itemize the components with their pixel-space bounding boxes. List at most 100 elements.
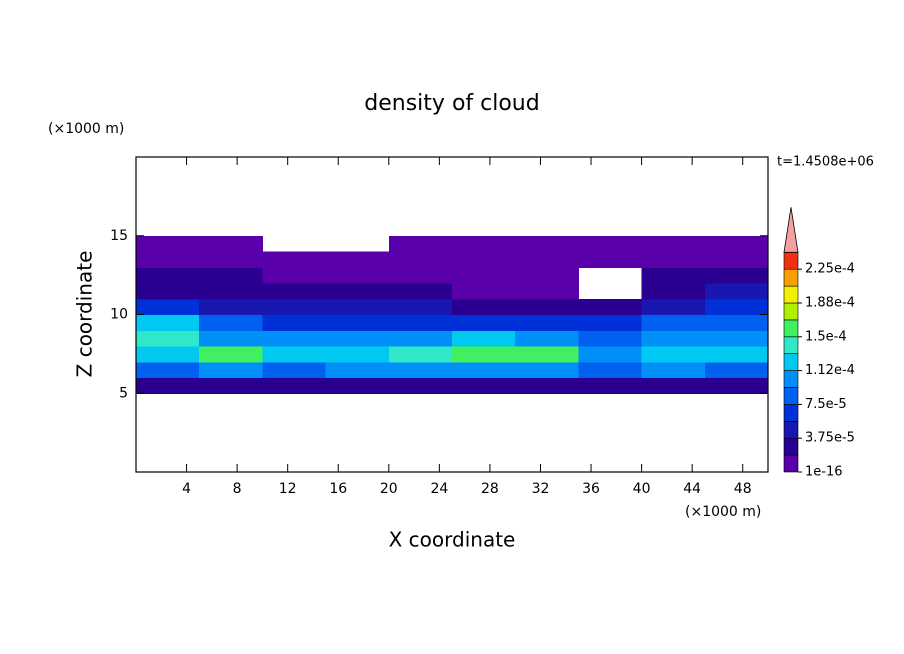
contour-cell xyxy=(262,330,327,347)
contour-cell xyxy=(136,346,200,363)
colorbar-label: 1e-16 xyxy=(805,465,843,480)
contour-cell xyxy=(325,361,390,378)
contour-cell xyxy=(578,330,643,347)
contour-cell xyxy=(704,361,769,378)
contour-cell xyxy=(388,251,453,268)
contour-cell xyxy=(325,251,390,268)
contour-cell xyxy=(515,267,579,284)
x-tick-label: 12 xyxy=(279,481,297,497)
contour-cell xyxy=(515,346,579,363)
colorbar-label: 1.12e-4 xyxy=(805,363,855,378)
contour-cell xyxy=(578,251,643,268)
contour-cell xyxy=(388,330,453,347)
contour-cell xyxy=(199,251,263,268)
contour-cell xyxy=(325,267,390,284)
contour-cell xyxy=(578,314,643,331)
contour-cell xyxy=(641,314,706,331)
annotation: t=1.4508e+06 xyxy=(777,155,874,170)
contour-cell xyxy=(388,298,453,315)
colorbar-band xyxy=(783,370,799,388)
x-tick-label: 40 xyxy=(633,481,651,497)
contour-cell xyxy=(136,283,200,300)
x-tick-label: 20 xyxy=(380,481,398,497)
colorbar-band xyxy=(783,437,799,456)
contour-cell xyxy=(199,330,263,347)
contour-cell xyxy=(515,283,579,300)
contour-cell xyxy=(578,361,643,378)
contour-cell xyxy=(325,330,390,347)
contour-cell xyxy=(704,251,769,268)
y-axis-label: Z coordinate xyxy=(73,251,97,378)
x-tick-label: 32 xyxy=(532,481,550,497)
contour-cell xyxy=(515,330,579,347)
colorbar-band xyxy=(783,454,799,473)
contour-cell xyxy=(262,377,327,394)
colorbar-band xyxy=(783,268,799,287)
contour-cell xyxy=(388,267,453,284)
field xyxy=(136,235,769,394)
contour-cell xyxy=(262,251,327,268)
colorbar-label: 1.5e-4 xyxy=(805,329,847,344)
colorbar-band xyxy=(783,420,799,439)
contour-cell xyxy=(199,298,263,315)
colorbar-band xyxy=(783,285,799,304)
x-tick-label: 44 xyxy=(683,481,701,497)
contour-cell xyxy=(136,361,200,378)
contour-cell xyxy=(515,314,579,331)
colorbar-label: 1.88e-4 xyxy=(805,296,855,311)
y-tick-label: 15 xyxy=(110,228,128,244)
contour-cell xyxy=(704,314,769,331)
contour-cell xyxy=(325,298,390,315)
colorbar-band xyxy=(783,336,799,354)
contour-cell xyxy=(199,314,263,331)
contour-cell xyxy=(452,314,516,331)
contour-cell xyxy=(578,235,643,252)
contour-cell xyxy=(515,235,579,252)
contour-cell xyxy=(262,361,327,378)
contour-cell xyxy=(704,346,769,363)
contour-cell xyxy=(199,377,263,394)
contour-cell xyxy=(452,361,516,378)
colorbar-label: 7.5e-5 xyxy=(805,397,847,412)
colorbar-label: 2.25e-4 xyxy=(805,262,855,277)
contour-cell xyxy=(452,251,516,268)
contour-cell xyxy=(199,235,263,252)
contour-cell xyxy=(388,361,453,378)
contour-cell xyxy=(515,251,579,268)
contour-cell xyxy=(578,377,643,394)
contour-cell xyxy=(262,283,327,300)
colorbar-band xyxy=(783,353,799,371)
contour-cell xyxy=(641,330,706,347)
contour-cell xyxy=(704,330,769,347)
contour-cell xyxy=(136,298,200,315)
contour-cell xyxy=(641,267,706,284)
colorbar-band xyxy=(783,252,799,270)
contour-cell xyxy=(641,377,706,394)
contour-cell xyxy=(136,267,200,284)
contour-cell xyxy=(136,330,200,347)
contour-cell xyxy=(515,298,579,315)
contour-cell xyxy=(388,283,453,300)
colorbar-band xyxy=(783,302,799,321)
contour-cell xyxy=(641,346,706,363)
contour-cell xyxy=(388,314,453,331)
x-tick-label: 36 xyxy=(582,481,600,497)
x-tick-label: 28 xyxy=(481,481,499,497)
contour-cell xyxy=(199,361,263,378)
contour-cell xyxy=(704,298,769,315)
contour-cell xyxy=(136,377,200,394)
contour-cell xyxy=(262,346,327,363)
contour-cell xyxy=(262,298,327,315)
contour-cell xyxy=(704,377,769,394)
contour-cell xyxy=(325,377,390,394)
x-unit: (×1000 m) xyxy=(685,504,761,520)
colorbar-band xyxy=(783,404,799,422)
contour-cell xyxy=(704,283,769,300)
contour-cell xyxy=(452,330,516,347)
x-tick-label: 48 xyxy=(734,481,752,497)
contour-cell xyxy=(452,235,516,252)
contour-cell xyxy=(199,346,263,363)
x-tick-label: 8 xyxy=(233,481,242,497)
contour-cell xyxy=(325,346,390,363)
